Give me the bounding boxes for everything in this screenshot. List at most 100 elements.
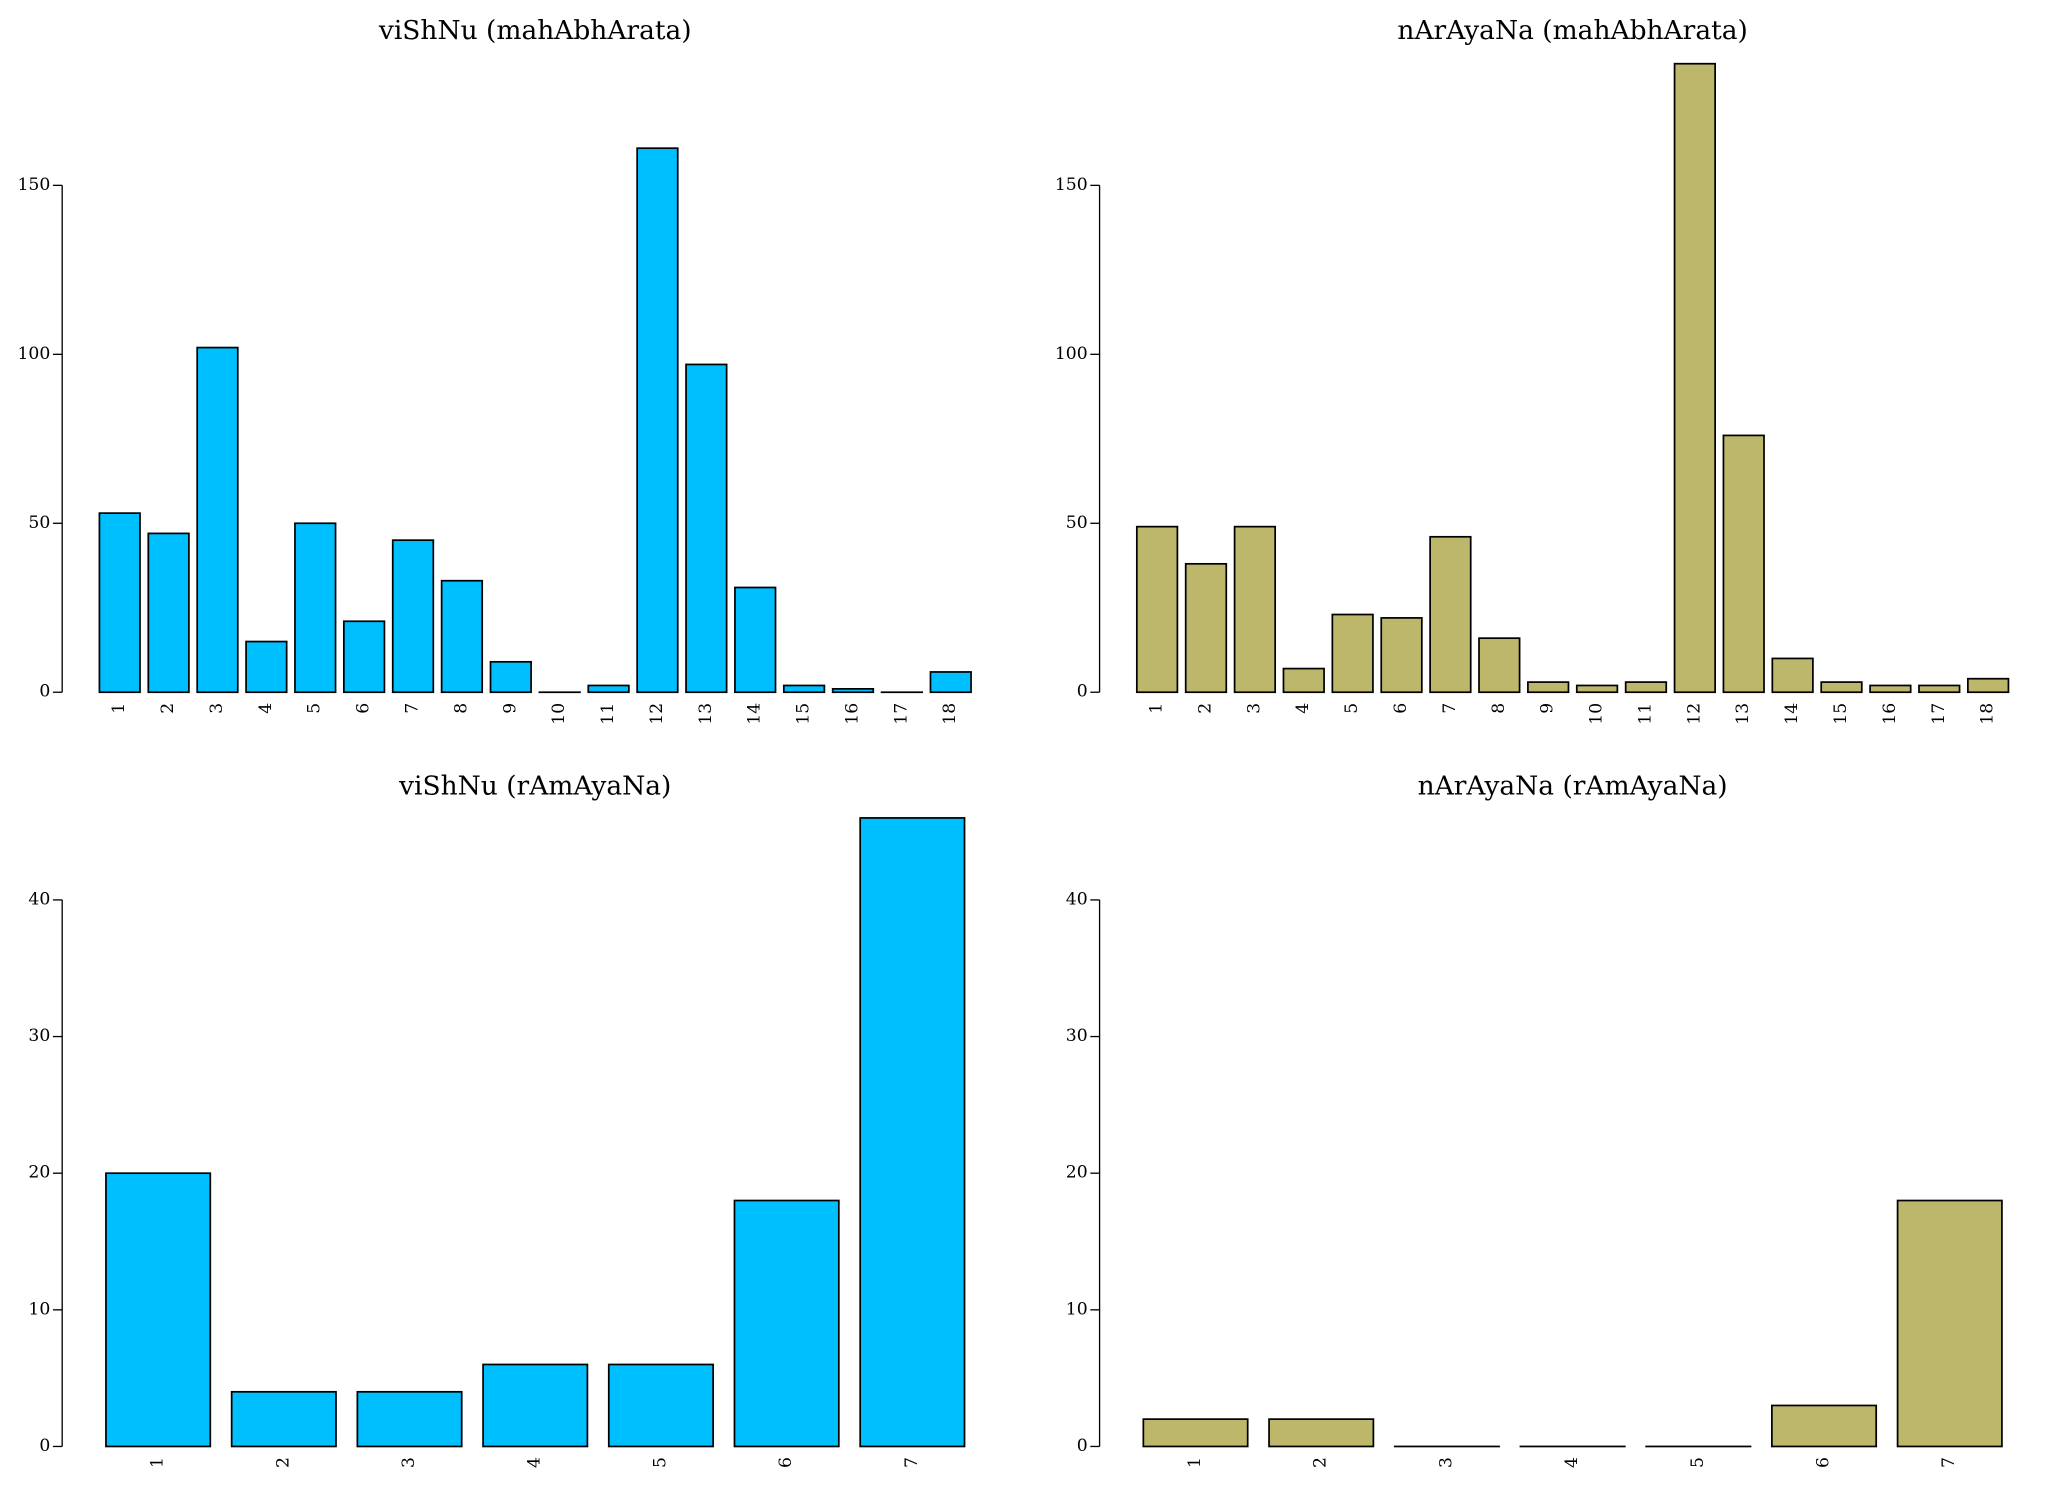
x-tick-label: 17 — [1929, 703, 1949, 725]
x-tick-label: 9 — [1538, 703, 1558, 714]
x-tick-label: 7 — [1939, 1457, 1959, 1468]
x-tick-label: 18 — [1978, 703, 1998, 725]
x-tick-label: 6 — [1814, 1457, 1834, 1468]
chart-title: viShNu (mahAbhArata) — [378, 15, 692, 46]
bar — [391, 539, 435, 694]
x-tick-label: 2 — [158, 703, 178, 714]
y-tick-label: 150 — [1055, 175, 1088, 195]
bar — [245, 640, 288, 694]
bar — [230, 1390, 337, 1448]
x-tick-label: 11 — [598, 703, 618, 725]
bar — [105, 1172, 212, 1448]
x-tick-label: 8 — [1489, 703, 1509, 714]
y-tick-label: 0 — [39, 682, 50, 702]
x-tick-label: 1 — [148, 1457, 168, 1468]
bar — [1896, 1199, 2003, 1448]
x-tick-label: 4 — [525, 1457, 545, 1468]
x-tick-label: 16 — [1880, 703, 1900, 725]
x-tick-label: 18 — [940, 703, 960, 725]
x-tick-label: 14 — [745, 703, 765, 725]
y-tick-label: 0 — [1077, 1436, 1088, 1456]
x-tick-label: 1 — [1147, 703, 1167, 714]
bar — [929, 671, 972, 694]
y-tick-label: 20 — [28, 1163, 50, 1183]
bar — [1820, 681, 1863, 694]
bar — [440, 579, 484, 694]
x-tick-label: 5 — [650, 1457, 670, 1468]
bar — [1135, 525, 1179, 694]
bar — [1380, 617, 1423, 694]
y-tick-label: 30 — [28, 1026, 50, 1046]
x-tick-label: 12 — [647, 703, 667, 725]
x-tick-label: 11 — [1635, 703, 1655, 725]
y-tick-label: 40 — [28, 889, 50, 909]
x-tick-label: 2 — [1311, 1457, 1331, 1468]
x-tick-label: 4 — [256, 703, 276, 714]
x-tick-label: 10 — [549, 703, 569, 725]
y-tick-label: 100 — [17, 344, 50, 364]
x-tick-label: 8 — [451, 703, 471, 714]
y-tick-label: 30 — [1066, 1026, 1088, 1046]
bar — [636, 147, 679, 694]
y-tick-label: 50 — [1066, 513, 1088, 533]
bar — [734, 586, 777, 694]
x-tick-label: 15 — [794, 703, 814, 725]
bar — [1233, 525, 1277, 694]
y-tick-label: 10 — [28, 1299, 50, 1319]
bar — [1282, 667, 1325, 694]
bar — [1967, 677, 2010, 694]
x-tick-label: 9 — [500, 703, 520, 714]
bar — [1142, 1418, 1249, 1448]
bar — [1869, 684, 1912, 694]
bar — [98, 512, 141, 694]
y-tick-label: 0 — [1077, 682, 1088, 702]
x-tick-label: 3 — [207, 703, 227, 714]
y-tick-label: 20 — [1066, 1163, 1088, 1183]
y-tick-label: 10 — [1066, 1299, 1088, 1319]
bar — [1771, 1404, 1878, 1448]
y-tick-label: 150 — [17, 175, 50, 195]
y-tick-label: 40 — [1066, 889, 1088, 909]
x-tick-label: 3 — [1436, 1457, 1456, 1468]
x-tick-label: 6 — [776, 1457, 796, 1468]
x-tick-label: 1 — [109, 703, 129, 714]
bar — [587, 684, 630, 694]
x-tick-label: 4 — [1562, 1457, 1582, 1468]
x-tick-label: 5 — [1688, 1457, 1708, 1468]
x-tick-label: 7 — [403, 703, 423, 714]
bar — [1575, 684, 1619, 694]
x-tick-label: 7 — [1440, 703, 1460, 714]
bar — [607, 1363, 714, 1448]
x-tick-label: 3 — [399, 1457, 419, 1468]
x-tick-label: 14 — [1782, 703, 1802, 725]
bar — [1184, 562, 1228, 694]
chart-title: nArAyaNa (mahAbhArata) — [1397, 15, 1747, 46]
x-tick-label: 3 — [1244, 703, 1264, 714]
x-tick-label: 4 — [1293, 703, 1313, 714]
bar — [733, 1199, 840, 1448]
y-tick-label: 100 — [1055, 344, 1088, 364]
bar — [356, 1390, 463, 1448]
y-tick-label: 50 — [28, 513, 50, 533]
x-tick-label: 2 — [273, 1457, 293, 1468]
bar — [1331, 613, 1374, 694]
bar — [1624, 681, 1668, 694]
bar — [1673, 62, 1716, 694]
bar — [294, 522, 337, 694]
x-tick-label: 10 — [1587, 703, 1607, 725]
x-tick-label: 17 — [891, 703, 911, 725]
bar — [1771, 657, 1814, 694]
bar — [342, 620, 386, 694]
x-tick-label: 5 — [305, 703, 325, 714]
bar — [196, 346, 239, 694]
bar — [685, 363, 728, 694]
x-tick-label: 15 — [1831, 703, 1851, 725]
chart-title: nArAyaNa (rAmAyaNa) — [1418, 771, 1728, 802]
bar — [782, 684, 826, 694]
bar — [831, 687, 875, 694]
bar — [1429, 535, 1472, 694]
x-tick-label: 6 — [1391, 703, 1411, 714]
x-tick-label: 12 — [1684, 703, 1704, 725]
bar — [859, 817, 966, 1448]
bar — [482, 1363, 589, 1448]
